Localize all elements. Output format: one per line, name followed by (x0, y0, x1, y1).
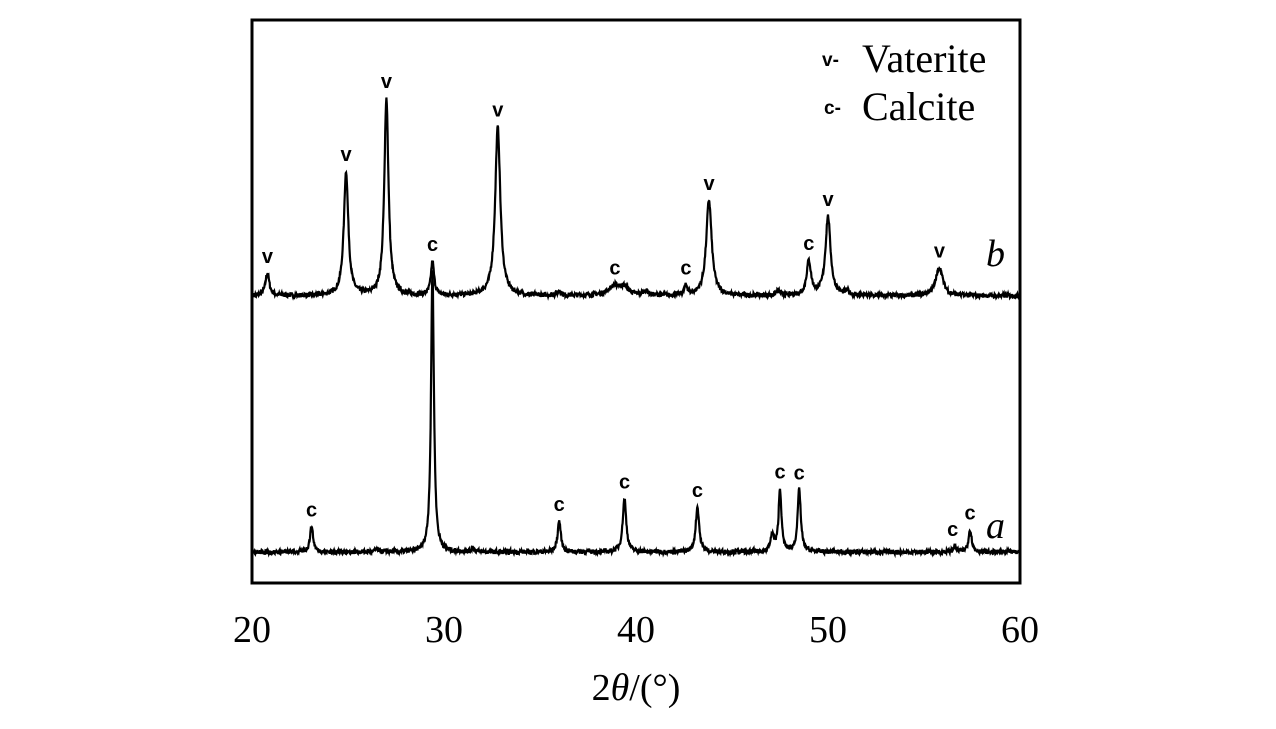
peak-label-a-9: c (794, 463, 805, 485)
x-tick-label-20: 20 (233, 609, 271, 651)
legend-symbol-calcite: c- (824, 98, 841, 119)
legend-symbol-vaterite: v- (822, 50, 839, 71)
peak-label-a-0: c (306, 500, 317, 522)
peak-label-b-9: c (680, 258, 691, 280)
series-line-a (252, 270, 1020, 559)
x-tick-label-40: 40 (617, 609, 655, 651)
x-tick-label-50: 50 (809, 609, 847, 651)
peak-label-b-1: v (341, 144, 353, 166)
peak-label-a-11: c (965, 502, 976, 524)
peak-label-b-0: v (262, 246, 274, 268)
peak-label-b-3: c (427, 234, 438, 256)
peak-label-a-6: c (692, 480, 703, 502)
peak-label-b-13: v (822, 189, 834, 211)
peak-label-b-12: c (803, 233, 814, 255)
peak-label-a-8: c (774, 461, 785, 483)
peak-label-b-10: v (703, 173, 715, 195)
x-axis-label-suffix: /(°) (629, 667, 680, 709)
peak-label-b-15: v (934, 241, 946, 263)
series-name-a: a (986, 505, 1005, 547)
legend: v- Vaterite c- Calcite (822, 36, 986, 129)
legend-label-vaterite: Vaterite (862, 36, 986, 81)
x-axis-label-prefix: 2 (592, 667, 611, 709)
curves-layer: ba (252, 97, 1020, 559)
peak-label-a-4: c (554, 494, 565, 516)
x-tick-label-60: 60 (1001, 609, 1039, 651)
series-line-b (252, 97, 1020, 301)
x-tick-labels: 20 30 40 50 60 (233, 609, 1039, 651)
plot-frame (250, 18, 1022, 585)
peak-label-a-5: c (619, 471, 630, 493)
peak-label-b-4: v (492, 100, 504, 122)
peak-label-b-6: c (609, 258, 620, 280)
peak-label-b-2: v (381, 71, 393, 93)
peak-label-a-10: c (947, 519, 958, 541)
x-axis-label: 2θ/(°) (592, 667, 681, 709)
series-name-b: b (986, 233, 1005, 275)
legend-label-calcite: Calcite (862, 84, 975, 129)
x-axis-label-theta: θ (611, 667, 630, 709)
x-tick-label-30: 30 (425, 609, 463, 651)
